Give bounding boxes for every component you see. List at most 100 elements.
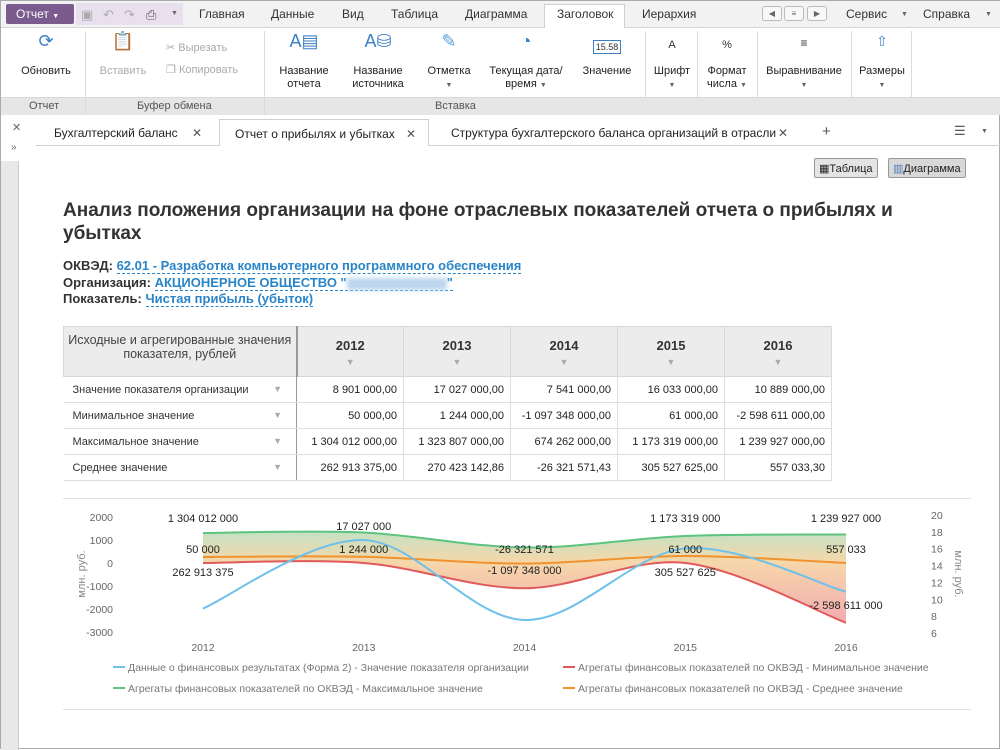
expand-panel-icon[interactable]: » xyxy=(11,142,17,153)
doc-tab-balance[interactable]: Бухгалтерский баланс ✕ xyxy=(36,119,219,146)
datetime-button[interactable]: ◔ Текущая дата/время ▼ xyxy=(487,32,565,92)
add-tab-icon[interactable]: + xyxy=(822,123,831,140)
align-button[interactable]: ≡ Выравнивание ▼ xyxy=(761,35,847,92)
number-format-button[interactable]: % Формат числа ▼ xyxy=(701,35,753,92)
left-axis-tick: -1000 xyxy=(86,581,113,593)
save-icon[interactable]: ▣ xyxy=(81,7,94,22)
organization-link[interactable]: АКЦИОНЕРНОЕ ОБЩЕСТВО " " xyxy=(154,275,453,291)
tab-hierarchy[interactable]: Иерархия xyxy=(642,7,697,21)
year-label: 2013 xyxy=(442,338,472,353)
report-name-label: Название отчета xyxy=(279,65,329,90)
data-label: 305 527 625 xyxy=(655,567,716,579)
right-axis-tick: 14 xyxy=(931,561,943,573)
chart-view-button[interactable]: ▥Диаграмма xyxy=(888,158,966,178)
series-line-1 xyxy=(202,560,847,624)
refresh-icon: ⟳ xyxy=(38,31,54,51)
filter-icon[interactable]: ▼ xyxy=(273,462,282,472)
close-icon[interactable]: ✕ xyxy=(192,126,203,140)
ribbon-group-labels: Отчет Буфер обмена Вставка xyxy=(1,97,1000,115)
filter-icon[interactable]: ▼ xyxy=(273,384,282,394)
filter-icon[interactable]: ▼ xyxy=(559,357,569,367)
table-cell: 1 239 927 000,00 xyxy=(724,428,832,455)
column-header-2015[interactable]: 2015 ▼ xyxy=(617,326,725,377)
legend-item: Агрегаты финансовых показателей по ОКВЭД… xyxy=(128,683,483,695)
print-icon[interactable]: ⎙ xyxy=(146,7,157,22)
chevron-down-icon: ▼ xyxy=(539,82,547,89)
filter-icon[interactable]: ▼ xyxy=(273,410,282,420)
scroll-right-button[interactable]: ▶ xyxy=(807,6,827,21)
layout-icon[interactable]: ☰ xyxy=(954,123,966,138)
tab-table[interactable]: Таблица xyxy=(391,7,439,21)
paste-button[interactable]: 📋 Вставить xyxy=(95,32,151,78)
tab-header[interactable]: Заголовок xyxy=(557,7,614,21)
service-menu[interactable]: Сервис xyxy=(846,7,888,21)
tab-home[interactable]: Главная xyxy=(199,7,245,21)
column-header-2013[interactable]: 2013 ▼ xyxy=(403,326,511,377)
cut-label: Вырезать xyxy=(178,42,228,54)
doc-tab-label: Отчет о прибылях и убытках xyxy=(235,127,395,141)
doc-tab-label: Бухгалтерский баланс xyxy=(54,126,178,140)
chart-svg: 2000 1000 0 -1000 -2000 -3000 20 18 16 14 12 10 8 6 20… xyxy=(76,510,964,695)
data-label: 262 913 375 xyxy=(172,567,233,579)
divider xyxy=(911,31,912,97)
table-cell: 1 304 012 000,00 xyxy=(296,428,404,455)
indicator-line: Показатель: Чистая прибыль (убыток) xyxy=(63,291,314,307)
value-button[interactable]: 15.58 Значение xyxy=(577,35,637,78)
legend-item: Агрегаты финансовых показателей по ОКВЭД… xyxy=(578,662,929,674)
filter-icon[interactable]: ▼ xyxy=(452,357,462,367)
group-label-clipboard: Буфер обмена xyxy=(137,100,212,112)
filter-icon[interactable]: ▼ xyxy=(773,357,783,367)
tab-view[interactable]: Вид xyxy=(342,7,364,21)
ribbon xyxy=(1,28,1000,97)
grid-icon: ▦ xyxy=(819,163,830,175)
series-line-0 xyxy=(202,539,847,622)
tabs-list-button[interactable]: ≡ xyxy=(784,6,804,21)
indicator-label: Показатель: xyxy=(63,291,142,306)
tab-data[interactable]: Данные xyxy=(271,7,315,21)
filter-icon[interactable]: ▼ xyxy=(273,436,282,446)
sizes-button[interactable]: ⇧ Размеры ▼ xyxy=(855,34,909,92)
sizes-label: Размеры xyxy=(859,65,905,77)
mark-button[interactable]: ✎ Отметка ▼ xyxy=(421,32,477,92)
table-row: Среднее значение ▼ 262 913 375,00 270 423 1… xyxy=(63,454,832,481)
x-axis-tick: 2012 xyxy=(191,642,215,654)
indicator-link[interactable]: Чистая прибыль (убыток) xyxy=(145,291,314,307)
doc-tab-structure[interactable]: Структура бухгалтерского баланса организ… xyxy=(436,119,806,146)
close-panel-icon[interactable]: ✕ xyxy=(12,122,22,134)
column-header-2016[interactable]: 2016 ▼ xyxy=(724,326,832,377)
chevron-down-icon: ▼ xyxy=(878,82,886,89)
document-tabs: Бухгалтерский баланс ✕ Отчет о прибылях и… xyxy=(36,119,1000,146)
filter-icon[interactable]: ▼ xyxy=(345,357,355,367)
close-icon[interactable]: ✕ xyxy=(778,126,789,140)
chevron-down-icon[interactable]: ▼ xyxy=(981,128,988,135)
qat-dropdown-icon[interactable]: ▼ xyxy=(171,10,178,17)
divider xyxy=(697,31,698,97)
cut-button[interactable]: ✂ Вырезать xyxy=(166,42,227,55)
copy-button[interactable]: ❐ Копировать xyxy=(166,64,238,77)
row-label-text: Среднее значение xyxy=(72,461,168,474)
report-menu-button[interactable]: Отчет ▼ xyxy=(6,4,74,24)
filter-icon[interactable]: ▼ xyxy=(666,357,676,367)
help-menu[interactable]: Справка xyxy=(923,7,971,21)
source-name-button[interactable]: A⛁ Название источника xyxy=(345,32,411,91)
side-panel-collapsed[interactable] xyxy=(1,161,19,750)
table-view-button[interactable]: ▦Таблица xyxy=(814,158,878,178)
legend-item: Данные о финансовых результатах (Форма 2… xyxy=(128,662,529,674)
close-icon[interactable]: ✕ xyxy=(406,127,417,141)
font-icon: A xyxy=(668,39,676,51)
scroll-left-button[interactable]: ◀ xyxy=(762,6,782,21)
redo-icon[interactable]: ↷ xyxy=(124,7,135,22)
undo-icon[interactable]: ↶ xyxy=(103,7,114,22)
right-axis-tick: 18 xyxy=(931,527,943,539)
refresh-button[interactable]: ⟳ Обновить xyxy=(15,31,77,78)
font-button[interactable]: A Шрифт ▼ xyxy=(649,35,695,92)
report-name-button[interactable]: A▤ Название отчета xyxy=(273,32,335,91)
column-header-2012[interactable]: 2012 ▼ xyxy=(296,326,404,377)
table-cell: 262 913 375,00 xyxy=(296,454,404,481)
okved-link[interactable]: 62.01 - Разработка компьютерного програм… xyxy=(116,258,522,274)
tab-chart[interactable]: Диаграмма xyxy=(465,7,528,21)
row-label-text: Значение показателя организации xyxy=(72,383,249,396)
column-header-2014[interactable]: 2014 ▼ xyxy=(510,326,618,377)
doc-tab-profit-loss[interactable]: Отчет о прибылях и убытках ✕ xyxy=(219,119,429,146)
copy-icon: ❐ xyxy=(166,64,176,76)
